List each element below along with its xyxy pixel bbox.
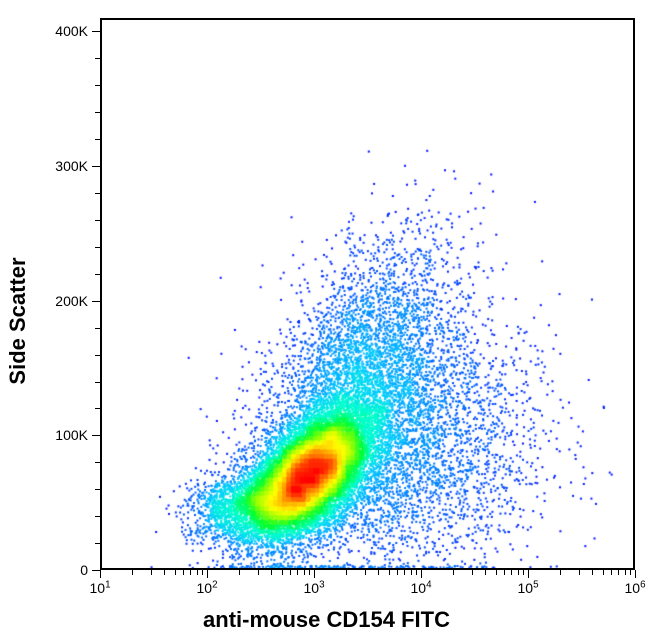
tick-mark — [95, 247, 100, 248]
tick-mark — [365, 570, 366, 575]
tick-mark — [504, 570, 505, 575]
tick-mark — [95, 139, 100, 140]
tick-mark — [618, 570, 619, 575]
tick-mark — [421, 570, 422, 578]
tick-mark — [164, 570, 165, 575]
tick-mark — [518, 570, 519, 575]
tick-label: 100K — [55, 427, 88, 443]
tick-mark — [523, 570, 524, 575]
tick-mark — [92, 570, 100, 571]
tick-mark — [397, 570, 398, 575]
tick-mark — [95, 274, 100, 275]
tick-mark — [100, 570, 101, 578]
tick-mark — [635, 570, 636, 578]
tick-mark — [560, 570, 561, 575]
x-axis-title: anti-mouse CD154 FITC — [203, 607, 450, 633]
tick-mark — [389, 570, 390, 575]
tick-mark — [95, 462, 100, 463]
tick-mark — [271, 570, 272, 575]
tick-mark — [95, 58, 100, 59]
tick-mark — [95, 193, 100, 194]
tick-mark — [314, 570, 315, 578]
tick-mark — [611, 570, 612, 575]
tick-mark — [190, 570, 191, 575]
tick-mark — [453, 570, 454, 575]
tick-mark — [485, 570, 486, 575]
tick-mark — [95, 328, 100, 329]
tick-mark — [416, 570, 417, 575]
tick-mark — [239, 570, 240, 575]
tick-mark — [282, 570, 283, 575]
tick-mark — [472, 570, 473, 575]
scatter-density-chart: Side Scatter anti-mouse CD154 FITC 101 10… — [0, 0, 653, 641]
tick-mark — [496, 570, 497, 575]
tick-label: 104 — [410, 580, 431, 596]
tick-label: 105 — [517, 580, 538, 596]
tick-mark — [511, 570, 512, 575]
tick-mark — [95, 543, 100, 544]
tick-mark — [95, 516, 100, 517]
tick-label: 106 — [624, 580, 645, 596]
tick-mark — [95, 112, 100, 113]
tick-mark — [528, 570, 529, 578]
tick-mark — [92, 435, 100, 436]
tick-label: 400K — [55, 23, 88, 39]
plot-frame — [100, 18, 635, 570]
tick-mark — [404, 570, 405, 575]
tick-mark — [92, 31, 100, 32]
tick-mark — [183, 570, 184, 575]
tick-mark — [625, 570, 626, 575]
y-axis-title: Side Scatter — [5, 257, 31, 384]
tick-mark — [132, 570, 133, 575]
tick-label: 102 — [196, 580, 217, 596]
tick-mark — [378, 570, 379, 575]
tick-mark — [197, 570, 198, 575]
tick-mark — [290, 570, 291, 575]
tick-label: 103 — [303, 580, 324, 596]
tick-label: 200K — [55, 293, 88, 309]
tick-mark — [92, 301, 100, 302]
tick-mark — [175, 570, 176, 575]
tick-mark — [258, 570, 259, 575]
tick-mark — [151, 570, 152, 575]
tick-mark — [592, 570, 593, 575]
tick-mark — [346, 570, 347, 575]
tick-mark — [92, 166, 100, 167]
tick-mark — [603, 570, 604, 575]
tick-mark — [304, 570, 305, 575]
tick-mark — [95, 408, 100, 409]
tick-mark — [411, 570, 412, 575]
tick-mark — [630, 570, 631, 575]
tick-mark — [579, 570, 580, 575]
tick-mark — [95, 85, 100, 86]
tick-mark — [95, 382, 100, 383]
tick-label: 101 — [89, 580, 110, 596]
tick-mark — [95, 489, 100, 490]
tick-label: 0 — [80, 562, 88, 578]
tick-mark — [95, 220, 100, 221]
tick-mark — [202, 570, 203, 575]
tick-mark — [95, 355, 100, 356]
tick-label: 300K — [55, 158, 88, 174]
tick-mark — [297, 570, 298, 575]
tick-mark — [207, 570, 208, 578]
tick-mark — [309, 570, 310, 575]
